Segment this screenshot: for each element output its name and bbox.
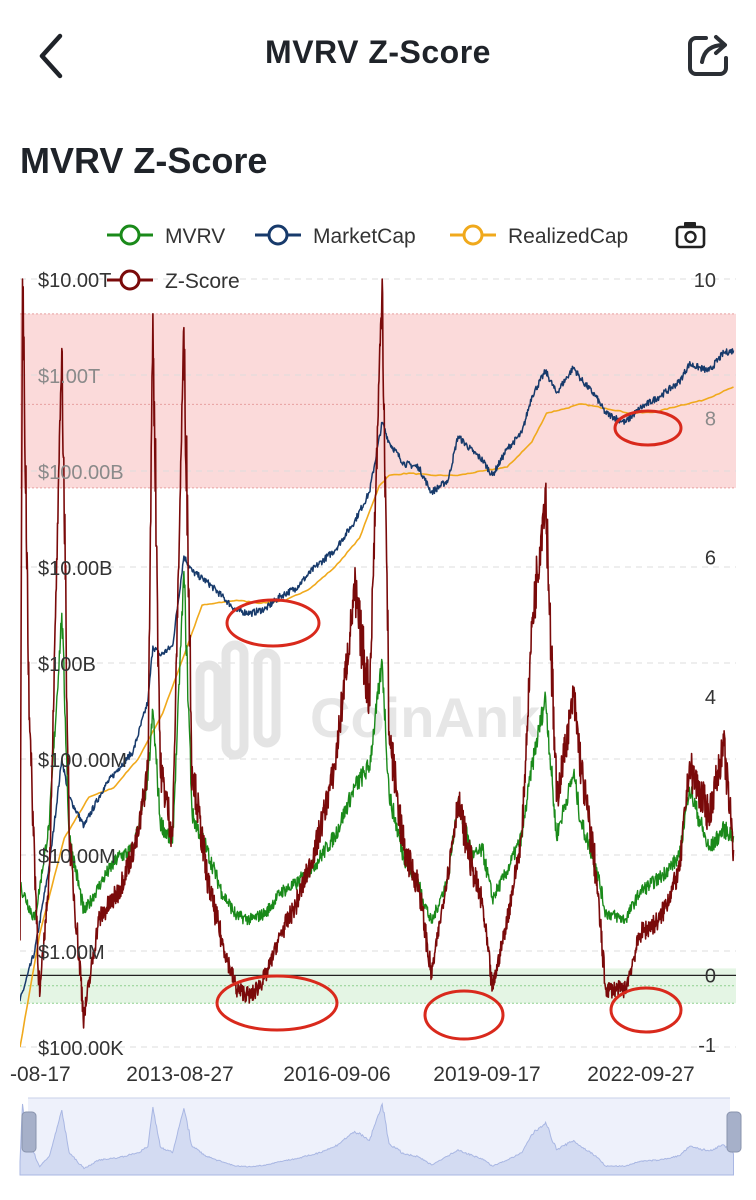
- back-button[interactable]: [30, 28, 78, 84]
- left-tick-label: $100.00B: [38, 462, 124, 484]
- legend-swatch-dot: [462, 224, 484, 246]
- watermark-logo: [253, 648, 281, 748]
- right-tick-label: 8: [705, 408, 716, 430]
- navigator-series: [19, 1102, 734, 1176]
- annotation-ellipse: [613, 409, 683, 447]
- series-line-zscore: [20, 278, 735, 1029]
- camera-icon[interactable]: [675, 222, 706, 249]
- range-navigator: [19, 1097, 742, 1176]
- annotations: [215, 409, 683, 1041]
- right-tick-label: 0: [705, 965, 716, 987]
- grid: [20, 278, 736, 1048]
- left-tick-label: $1.00M: [38, 942, 105, 964]
- page-title: MVRV Z-Score: [20, 140, 268, 181]
- top-bar: MVRV Z-Score: [0, 0, 756, 110]
- legend-swatch-dot: [267, 224, 289, 246]
- left-tick-label: $10.00B: [38, 558, 113, 580]
- chevron-left-icon: [39, 33, 63, 79]
- left-axis: $10.00T $1.00T $100.00B $10.00B $100B $100.00…: [38, 270, 127, 1060]
- series-layer: [20, 278, 735, 1048]
- annotation-ellipse: [609, 986, 683, 1034]
- watermark-logo: [221, 640, 249, 760]
- x-axis: -08-17 2013-08-27 2016-09-06 2019-09-17 2022…: [10, 1063, 695, 1086]
- legend-item-realizedcap[interactable]: RealizedCap: [450, 224, 628, 248]
- watermark: CoinAnk: [195, 640, 541, 760]
- annotation-ellipse: [423, 989, 505, 1041]
- left-tick-label: $10.00M: [38, 846, 116, 868]
- x-tick-label: 2019-09-17: [433, 1063, 540, 1086]
- x-tick-label: 2013-08-27: [126, 1063, 233, 1086]
- series-line-realizedcap: [20, 386, 734, 1048]
- legend-label: Z-Score: [165, 270, 240, 293]
- legend-item-marketcap[interactable]: MarketCap: [255, 224, 416, 248]
- x-tick-label: 2016-09-06: [283, 1063, 390, 1086]
- legend-swatch-dot: [119, 269, 141, 291]
- left-tick-label: $100.00K: [38, 1038, 124, 1060]
- x-tick-label: 2022-09-27: [587, 1063, 694, 1086]
- annotation-ellipse: [215, 974, 339, 1032]
- legend-swatch-dot: [119, 224, 141, 246]
- share-icon: [688, 35, 728, 76]
- right-axis: 10 8 6 4 0 -1: [694, 270, 716, 1057]
- right-tick-label: -1: [698, 1035, 716, 1057]
- navigator-handle[interactable]: [726, 1111, 742, 1153]
- nav-title: MVRV Z-Score: [265, 34, 491, 70]
- watermark-text: CoinAnk: [310, 686, 541, 749]
- left-tick-label: $1.00T: [38, 366, 100, 388]
- left-tick-label: $100B: [38, 654, 96, 676]
- right-tick-label: 6: [705, 548, 716, 570]
- left-tick-label: $10.00T: [38, 270, 111, 292]
- annotation-ellipse: [225, 598, 321, 648]
- watermark-logo: [195, 660, 223, 732]
- navigator-handle[interactable]: [21, 1111, 37, 1153]
- mvrv-zscore-chart[interactable]: CoinAnk $10.00T $1.00T $100.00B $10.00B $100…: [0, 205, 756, 1195]
- legend-label: MVRV: [165, 225, 225, 248]
- x-tick-label: -08-17: [10, 1063, 71, 1086]
- right-tick-label: 4: [705, 687, 716, 709]
- legend: MVRV MarketCap RealizedCap Z-Score: [107, 222, 706, 293]
- legend-label: MarketCap: [313, 225, 416, 248]
- left-tick-label: $100.00M: [38, 750, 127, 772]
- share-button[interactable]: [684, 30, 734, 80]
- right-tick-label: 10: [694, 270, 716, 292]
- legend-item-zscore[interactable]: Z-Score: [107, 269, 240, 293]
- legend-item-mvrv[interactable]: MVRV: [107, 224, 225, 248]
- legend-label: RealizedCap: [508, 225, 628, 248]
